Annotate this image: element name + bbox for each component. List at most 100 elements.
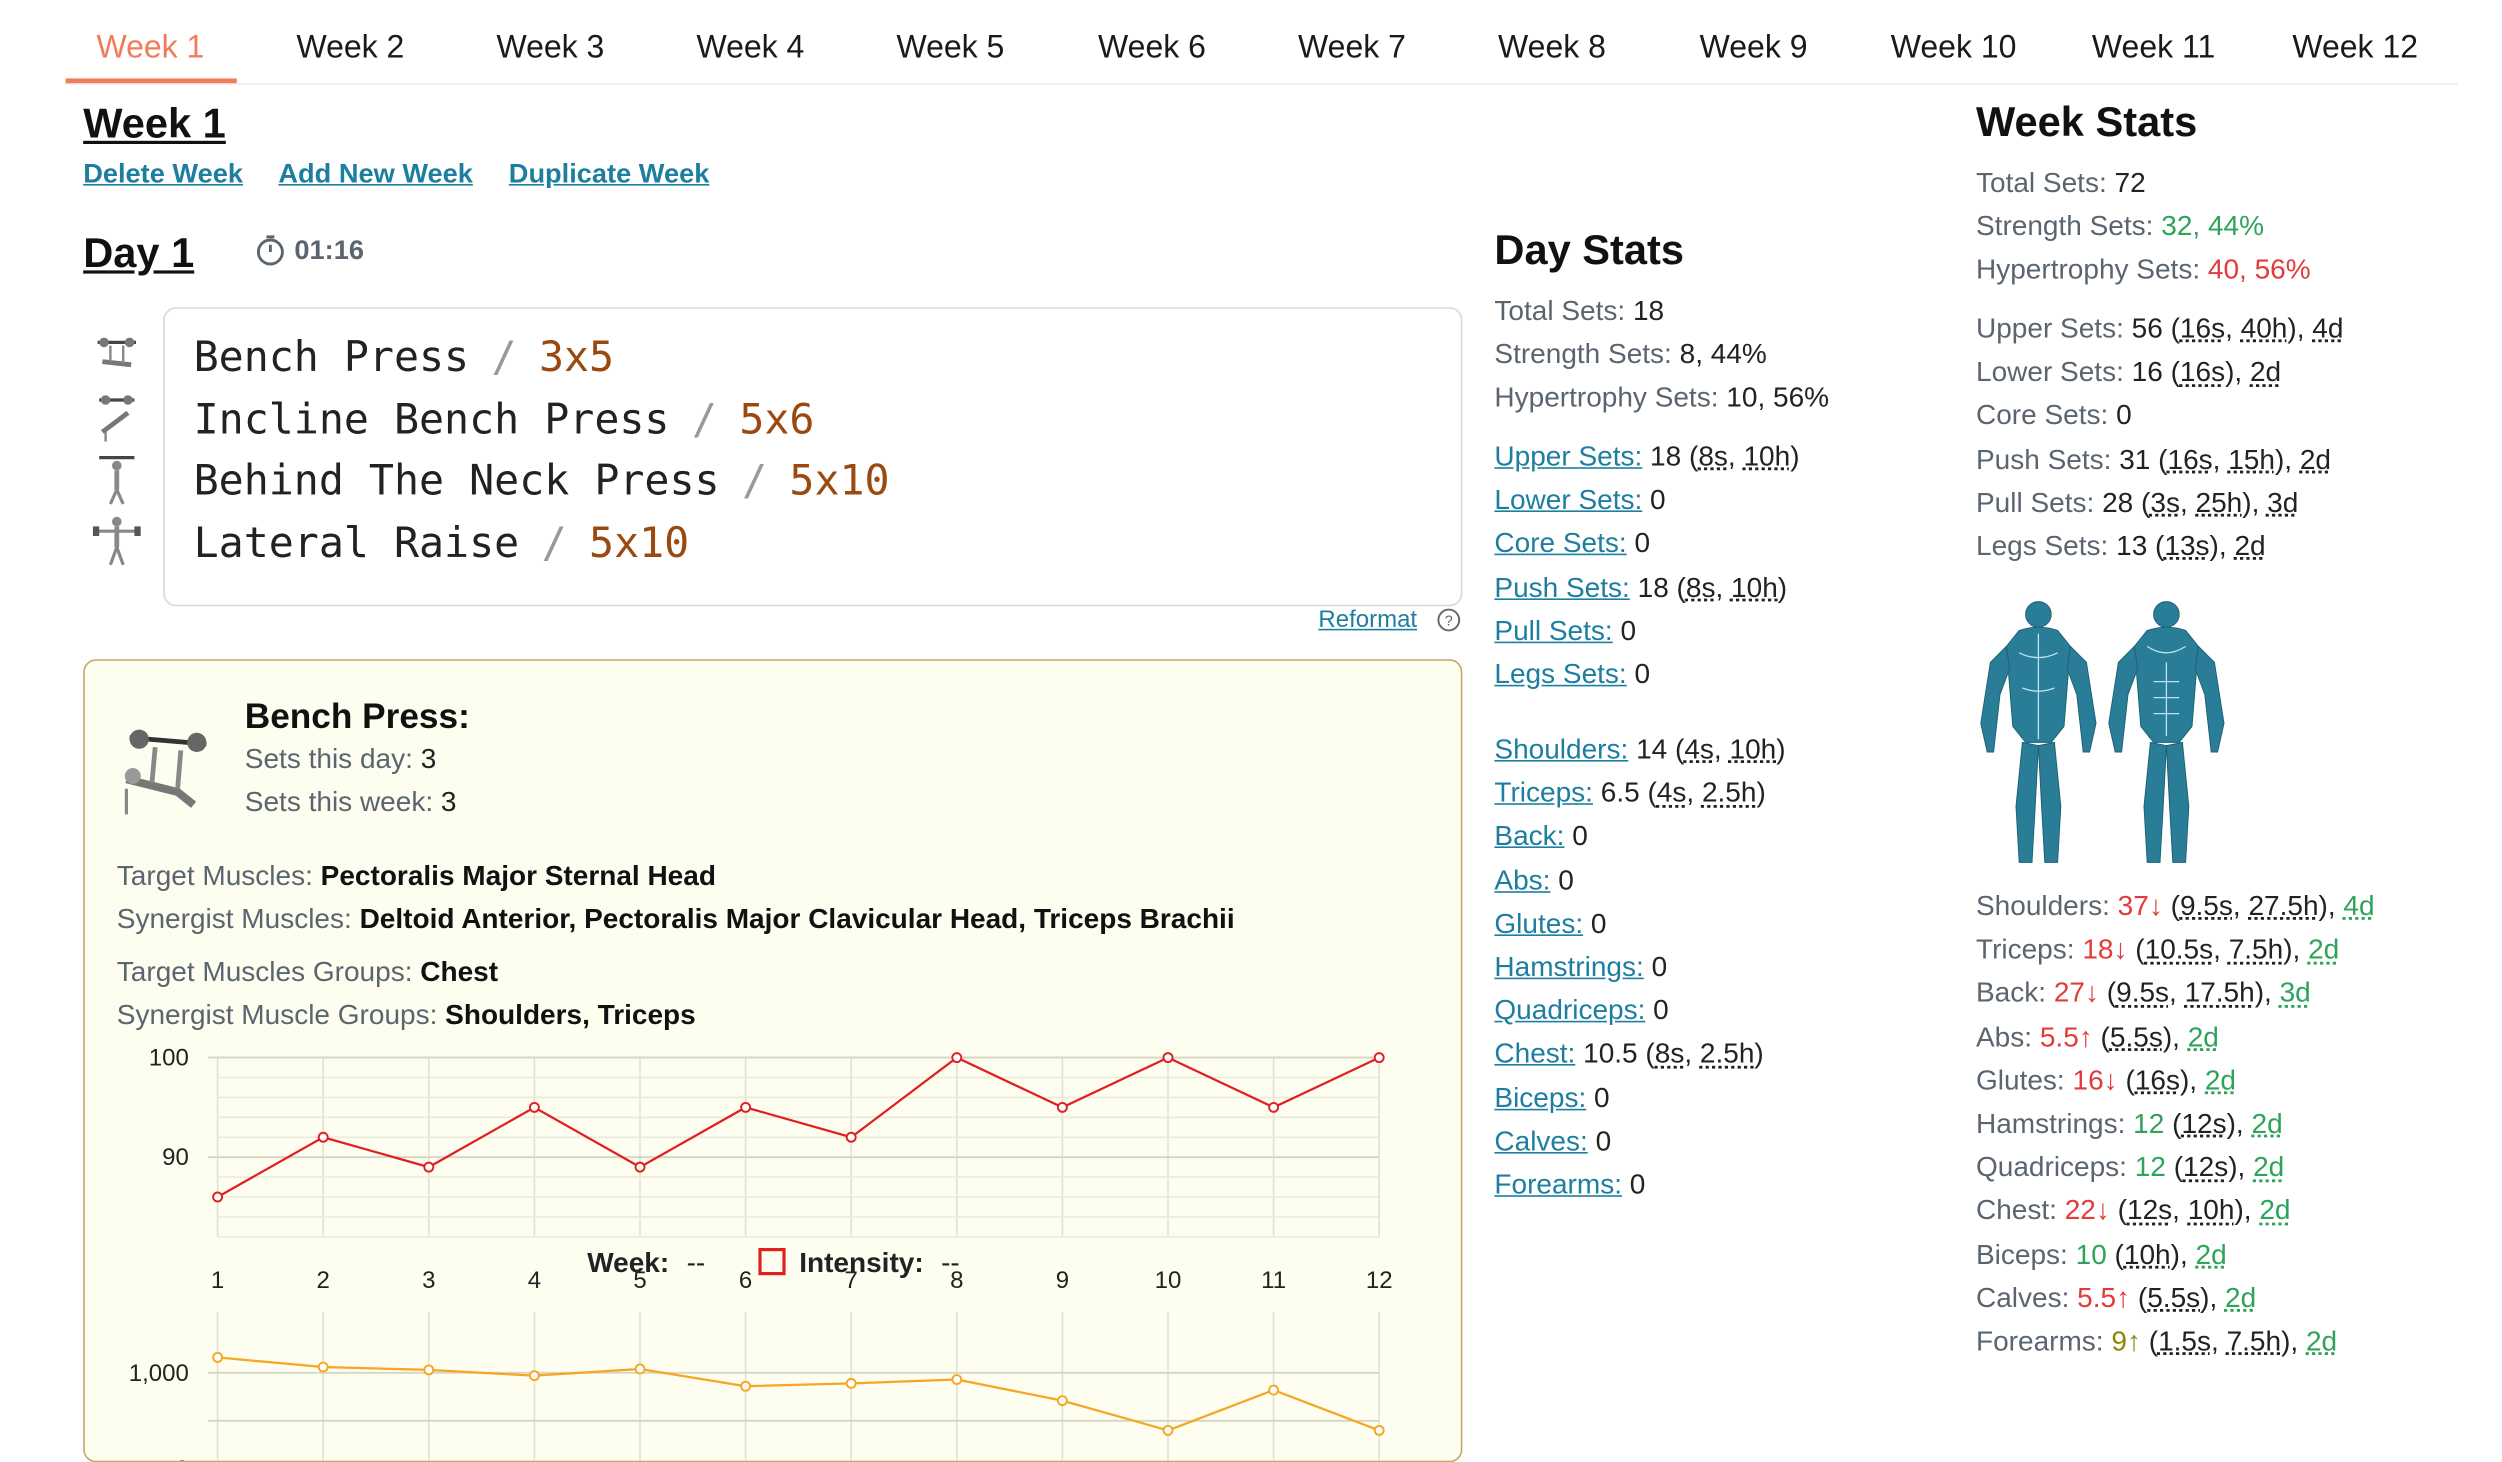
- stat-row[interactable]: Biceps: 0: [1494, 1081, 1609, 1115]
- stat-value: 0: [1594, 1080, 1610, 1113]
- stat-days: 4d: [2343, 889, 2375, 922]
- stat-label[interactable]: Glutes:: [1494, 906, 1584, 939]
- stat-label: Quadriceps:: [1976, 1150, 2127, 1183]
- x-tick-label: 4: [528, 1267, 541, 1294]
- tab-week-8[interactable]: Week 8: [1498, 30, 1606, 66]
- stat-days: 2d: [2204, 1063, 2236, 1096]
- legend-intensity-value: --: [941, 1246, 960, 1279]
- exercise-list-editor[interactable]: Bench Press / 3x5 Incline Bench Press / 5x6 Be…: [163, 307, 1463, 607]
- stat-label[interactable]: Abs:: [1494, 863, 1551, 896]
- stat-row: Pull Sets: 28 (3s, 25h), 3d: [1976, 486, 2299, 519]
- week-hypertrophy-sets: Hypertrophy Sets: 40, 56%: [1976, 252, 2311, 285]
- question-circle-icon[interactable]: ?: [1437, 608, 1461, 632]
- stat-label[interactable]: Legs Sets:: [1494, 657, 1627, 690]
- stat-label[interactable]: Lower Sets:: [1494, 483, 1643, 516]
- stat-row[interactable]: Quadriceps: 0: [1494, 994, 1668, 1028]
- stat-label: Legs Sets:: [1976, 529, 2109, 562]
- stat-breakdown: 5.5s: [2109, 1020, 2163, 1053]
- stat-days: 2d: [2251, 1107, 2283, 1140]
- tab-week-6[interactable]: Week 6: [1098, 30, 1206, 66]
- stat-breakdown: 1.5s: [2158, 1324, 2211, 1357]
- stat-label[interactable]: Push Sets:: [1494, 570, 1630, 603]
- stat-breakdown: 4s: [1656, 776, 1687, 809]
- intensity-point: [317, 1131, 329, 1143]
- stat-breakdown: 40h: [2240, 312, 2288, 344]
- stat-value: 18: [1650, 440, 1682, 472]
- stat-row[interactable]: Shoulders: 14 (4s, 10h): [1494, 732, 1786, 765]
- stat-value: 56: [2131, 312, 2163, 344]
- tab-week-10[interactable]: Week 10: [1890, 30, 2017, 66]
- tab-week-11[interactable]: Week 11: [2091, 30, 2216, 66]
- stat-label[interactable]: Hamstrings:: [1494, 950, 1644, 983]
- stat-label[interactable]: Pull Sets:: [1494, 614, 1613, 647]
- stat-row[interactable]: Core Sets: 0: [1494, 527, 1650, 561]
- tab-week-2[interactable]: Week 2: [296, 30, 405, 66]
- stat-row: Quadriceps: 12 (12s), 2d: [1976, 1150, 2285, 1183]
- bench-press-thumbnail-icon: [93, 330, 141, 384]
- stat-breakdown: 10h: [1729, 732, 1777, 765]
- stat-row[interactable]: Push Sets: 18 (8s, 10h): [1494, 570, 1788, 603]
- volume-point: [1268, 1384, 1280, 1396]
- stat-label: Shoulders:: [1976, 889, 2110, 922]
- detail-exercise-name: Bench Press:: [244, 696, 470, 736]
- delete-week-link[interactable]: Delete Week: [83, 158, 243, 189]
- tab-week-7[interactable]: Week 7: [1298, 30, 1406, 66]
- exercise-line[interactable]: Incline Bench Press / 5x6: [194, 396, 815, 444]
- stat-row[interactable]: Calves: 0: [1494, 1124, 1611, 1158]
- week-tabs: Week 1 Week 2 Week 3 Week 4 Week 5 Week 6 Week…: [64, 22, 2458, 85]
- stat-label[interactable]: Chest:: [1494, 1037, 1576, 1070]
- tab-week-4[interactable]: Week 4: [696, 30, 805, 66]
- exercise-line[interactable]: Behind The Neck Press / 5x10: [194, 458, 890, 506]
- stat-row[interactable]: Pull Sets: 0: [1494, 614, 1636, 648]
- stat-label[interactable]: Core Sets:: [1494, 527, 1627, 560]
- stat-row[interactable]: Forearms: 0: [1494, 1168, 1645, 1202]
- stat-row[interactable]: Back: 0: [1494, 820, 1587, 854]
- stat-row[interactable]: Legs Sets: 0: [1494, 658, 1650, 692]
- reformat-link[interactable]: Reformat: [1318, 606, 1418, 634]
- stat-label[interactable]: Biceps:: [1494, 1080, 1587, 1113]
- tab-week-3[interactable]: Week 3: [496, 30, 605, 66]
- stat-row[interactable]: Triceps: 6.5 (4s, 2.5h): [1494, 776, 1766, 809]
- stat-row[interactable]: Hamstrings: 0: [1494, 950, 1667, 984]
- stat-label[interactable]: Back:: [1494, 819, 1565, 852]
- intensity-point: [740, 1101, 752, 1113]
- stat-label[interactable]: Triceps:: [1494, 776, 1593, 809]
- stat-label[interactable]: Forearms:: [1494, 1168, 1622, 1200]
- stat-days: 2d: [2187, 1020, 2219, 1053]
- stat-days: 2d: [2253, 1150, 2285, 1183]
- stat-breakdown: 16s: [2179, 312, 2226, 344]
- stat-days: 2d: [2225, 1281, 2257, 1314]
- stat-label[interactable]: Calves:: [1494, 1124, 1588, 1157]
- stat-value: 0: [1629, 1168, 1646, 1200]
- stat-row[interactable]: Chest: 10.5 (8s, 2.5h): [1494, 1037, 1764, 1070]
- stat-value: 6.5: [1600, 776, 1640, 809]
- stat-label[interactable]: Shoulders:: [1494, 732, 1629, 765]
- stat-row: Core Sets: 0: [1976, 399, 2132, 433]
- volume-point: [212, 1352, 224, 1363]
- exercise-scheme: 5x10: [789, 457, 890, 506]
- x-tick-label: 9: [1056, 1267, 1069, 1294]
- exercise-line[interactable]: Lateral Raise / 5x10: [194, 519, 690, 567]
- stat-label[interactable]: Quadriceps:: [1494, 993, 1646, 1026]
- stat-label[interactable]: Upper Sets:: [1494, 440, 1643, 472]
- y-tick-label: 90: [162, 1144, 189, 1171]
- stat-row[interactable]: Upper Sets: 18 (8s, 10h): [1494, 440, 1800, 472]
- add-new-week-link[interactable]: Add New Week: [278, 158, 473, 189]
- tab-week-5[interactable]: Week 5: [896, 30, 1005, 66]
- stat-breakdown: 2.5h: [1699, 1037, 1755, 1070]
- stat-days: 2d: [2305, 1324, 2338, 1357]
- stat-row[interactable]: Abs: 0: [1494, 863, 1573, 897]
- exercise-name: Incline Bench Press: [193, 396, 670, 444]
- stat-label: Hamstrings:: [1976, 1107, 2126, 1140]
- duplicate-week-link[interactable]: Duplicate Week: [508, 158, 710, 189]
- stat-value: 27↓: [2053, 976, 2099, 1009]
- stat-row[interactable]: Glutes: 0: [1494, 907, 1606, 941]
- tab-week-9[interactable]: Week 9: [1699, 30, 1808, 66]
- exercise-line[interactable]: Bench Press / 3x5: [194, 334, 615, 382]
- stat-row: Legs Sets: 13 (13s), 2d: [1976, 529, 2266, 562]
- stopwatch-icon: [253, 232, 288, 267]
- stat-row[interactable]: Lower Sets: 0: [1494, 484, 1665, 518]
- x-tick-label: 8: [950, 1267, 963, 1294]
- tab-week-12[interactable]: Week 12: [2292, 30, 2419, 66]
- tab-week-1[interactable]: Week 1: [96, 30, 205, 66]
